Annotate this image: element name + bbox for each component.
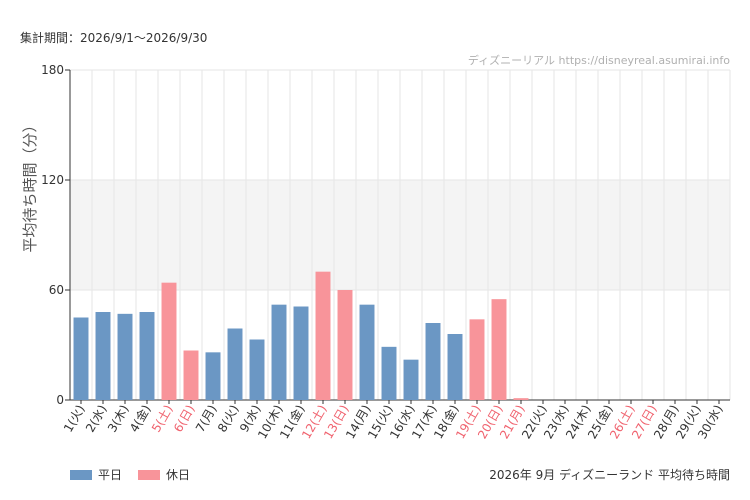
y-tick-label: 0 xyxy=(56,393,64,407)
y-tick-label: 120 xyxy=(41,173,64,187)
bar xyxy=(315,271,331,400)
legend-label-weekday: 平日 xyxy=(98,468,123,482)
chart-caption: 2026年 9月 ディズニーランド 平均待ち時間 xyxy=(489,468,730,482)
bar xyxy=(491,299,507,400)
legend-label-holiday: 休日 xyxy=(166,468,191,482)
bar xyxy=(513,398,529,400)
bar xyxy=(73,317,89,400)
legend-item-weekday: 平日 xyxy=(70,466,122,483)
bar xyxy=(183,350,199,400)
period-label: 集計期間：2026/9/1〜2026/9/30 xyxy=(20,31,208,45)
y-tick-label: 60 xyxy=(49,283,64,297)
bar xyxy=(381,346,397,400)
bar xyxy=(447,334,463,400)
bar xyxy=(403,359,419,400)
y-axis-label: 平均待ち時間（分） xyxy=(21,117,39,252)
legend-swatch-weekday xyxy=(70,469,92,480)
x-tick-label: 2(水) xyxy=(83,403,110,435)
bar xyxy=(337,290,353,400)
bar xyxy=(249,339,265,400)
bar xyxy=(425,323,441,400)
bar xyxy=(293,306,309,400)
y-tick-label: 180 xyxy=(41,63,64,77)
x-tick-label: 1(火) xyxy=(61,403,88,435)
x-tick-label: 6(日) xyxy=(171,403,198,435)
bar xyxy=(205,352,221,400)
bar xyxy=(271,304,287,400)
legend: 平日 休日 xyxy=(70,466,206,483)
x-tick-label: 3(木) xyxy=(105,403,132,435)
bar xyxy=(139,312,155,400)
bar xyxy=(161,282,177,400)
bar xyxy=(359,304,375,400)
bar xyxy=(117,313,133,400)
x-tick-label: 8(火) xyxy=(215,403,242,435)
bar xyxy=(95,312,111,400)
x-tick-label: 7(月) xyxy=(193,403,220,435)
x-tick-label: 4(金) xyxy=(126,402,153,435)
bar xyxy=(469,319,485,400)
x-tick-label: 5(土) xyxy=(149,403,176,435)
watermark-text: ディズニーリアル https://disneyreal.asumirai.inf… xyxy=(467,54,730,67)
legend-item-holiday: 休日 xyxy=(138,466,190,483)
legend-swatch-holiday xyxy=(138,469,161,480)
bar xyxy=(227,328,243,400)
